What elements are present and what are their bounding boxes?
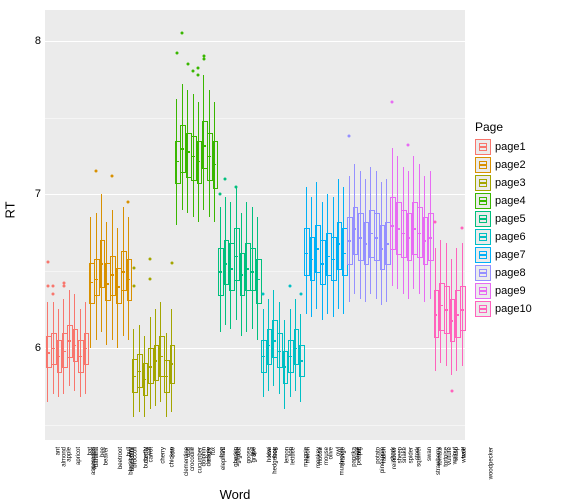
legend-item: page6	[475, 228, 532, 246]
y-tick-label: 6	[25, 342, 41, 354]
legend-item: page9	[475, 282, 532, 300]
legend-label: page6	[495, 231, 526, 243]
legend-label: page3	[495, 177, 526, 189]
x-tick-label: wasp	[454, 447, 460, 461]
y-tick-label: 7	[25, 188, 41, 200]
legend-label: page8	[495, 267, 526, 279]
y-axis-label: RT	[3, 201, 18, 218]
x-tick-label: cherry	[161, 447, 167, 464]
legend-swatch	[475, 193, 491, 209]
x-tick-label: gull	[250, 447, 256, 456]
legend-swatch	[475, 157, 491, 173]
x-tick-label: olive	[329, 447, 335, 459]
x-tick-label: pig	[357, 447, 363, 455]
legend-label: page1	[495, 141, 526, 153]
legend-swatch	[475, 265, 491, 281]
x-tick-label: melon	[306, 447, 312, 463]
legend-label: page9	[495, 285, 526, 297]
legend-item: page4	[475, 192, 532, 210]
legend-item: page10	[475, 300, 532, 318]
x-tick-label: ant	[55, 447, 61, 455]
x-tick-label: dog	[186, 447, 192, 457]
legend-item: page2	[475, 156, 532, 174]
plot-area	[45, 10, 465, 440]
x-tick-label: bat	[88, 447, 94, 455]
x-tick-label: lion	[288, 447, 294, 456]
legend-swatch	[475, 229, 491, 245]
legend-label: page2	[495, 159, 526, 171]
legend-item: page3	[475, 174, 532, 192]
legend-title: Page	[475, 120, 532, 134]
x-axis-label: Word	[220, 487, 251, 502]
legend: Page page1 page2 page3 page4 page5 page6 page7…	[475, 120, 532, 318]
legend-swatch	[475, 301, 491, 317]
x-tick-label: apricot	[76, 447, 82, 465]
legend-item: page5	[475, 210, 532, 228]
legend-swatch	[475, 175, 491, 191]
legend-swatch	[475, 283, 491, 299]
x-tick-label: beetroot	[118, 447, 124, 469]
legend-swatch	[475, 139, 491, 155]
x-tick-label: bull	[126, 447, 132, 456]
x-tick-label: apple	[67, 447, 73, 462]
boxplot-box	[256, 259, 262, 304]
legend-label: page10	[495, 303, 532, 315]
x-tick-label: broccoli	[132, 447, 138, 468]
legend-label: page7	[495, 249, 526, 261]
x-tick-label: shark	[390, 447, 396, 462]
legend-item: page1	[475, 138, 532, 156]
legend-item: page8	[475, 264, 532, 282]
legend-label: page5	[495, 213, 526, 225]
x-tick-label: bee	[100, 447, 106, 457]
boxplot-chart: RT Word Page page1 page2 page3 page4 page5 pa…	[0, 0, 576, 504]
x-tick-label: cow	[171, 447, 177, 458]
x-tick-label: owl	[336, 447, 342, 456]
x-tick-label: leek	[273, 447, 279, 458]
x-tick-label: woodpecker	[489, 447, 495, 479]
x-tick-label: spider	[408, 447, 414, 463]
x-tick-label: stork	[415, 447, 421, 460]
legend-swatch	[475, 247, 491, 263]
x-tick-label: swan	[427, 447, 433, 461]
x-tick-label: fox	[211, 447, 217, 455]
x-tick-label: goat	[236, 447, 242, 459]
x-tick-label: tomato	[437, 447, 443, 465]
legend-swatch	[475, 211, 491, 227]
legend-label: page4	[495, 195, 526, 207]
y-tick-label: 8	[25, 35, 41, 47]
x-tick-label: radish	[381, 447, 387, 463]
legend-item: page7	[475, 246, 532, 264]
x-tick-label: cat	[147, 447, 153, 455]
x-tick-label: wolf	[462, 447, 468, 458]
x-tick-label: frog	[219, 447, 225, 457]
